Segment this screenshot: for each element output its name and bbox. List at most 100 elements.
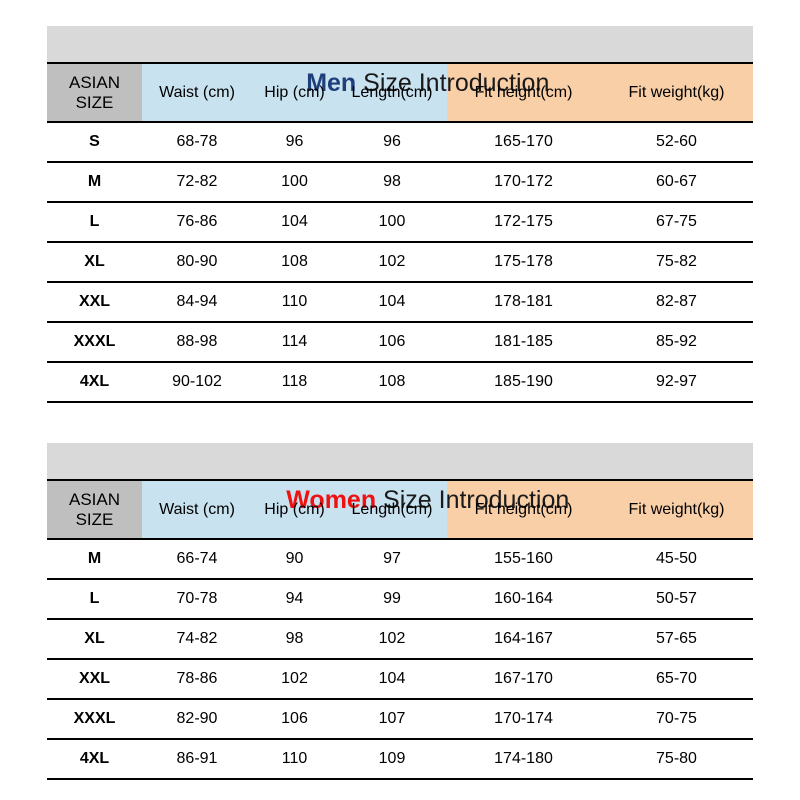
value-cell: 155-160: [447, 539, 600, 580]
value-cell: 114: [252, 322, 337, 363]
header-cell: Length(cm): [337, 481, 447, 540]
value-cell: 102: [337, 619, 447, 660]
size-cell: L: [47, 579, 142, 620]
value-cell: 75-80: [600, 739, 753, 780]
size-cell: XL: [47, 619, 142, 660]
value-cell: 104: [337, 282, 447, 323]
table-row: 4XL 86-91 110 109 174-180 75-80: [47, 739, 753, 780]
value-cell: 88-98: [142, 322, 252, 363]
size-cell: S: [47, 122, 142, 163]
value-cell: 102: [252, 659, 337, 700]
table-row: XL 80-90 108 102 175-178 75-82: [47, 242, 753, 283]
table-row: M 66-74 90 97 155-160 45-50: [47, 539, 753, 580]
value-cell: 78-86: [142, 659, 252, 700]
value-cell: 86-91: [142, 739, 252, 780]
value-cell: 68-78: [142, 122, 252, 163]
header-cell: Fit weight(kg): [600, 64, 753, 123]
value-cell: 110: [252, 282, 337, 323]
value-cell: 75-82: [600, 242, 753, 283]
value-cell: 181-185: [447, 322, 600, 363]
men-table-header: ASIAN SIZE Waist (cm) Hip (cm) Length(cm) Fi…: [47, 64, 753, 123]
value-cell: 104: [337, 659, 447, 700]
men-table-body: S 68-78 96 96 165-170 52-60 M 72-82 100 98 170-172…: [47, 122, 753, 403]
value-cell: 170-172: [447, 162, 600, 203]
value-cell: 100: [337, 202, 447, 243]
size-table-women: Women Size Introduction ASIAN SIZE Waist …: [47, 443, 753, 780]
value-cell: 118: [252, 362, 337, 403]
size-cell: M: [47, 539, 142, 580]
size-cell: XXXL: [47, 322, 142, 363]
value-cell: 50-57: [600, 579, 753, 620]
value-cell: 90-102: [142, 362, 252, 403]
value-cell: 167-170: [447, 659, 600, 700]
value-cell: 102: [337, 242, 447, 283]
men-table-title: Men Size Introduction: [47, 26, 753, 97]
value-cell: 67-75: [600, 202, 753, 243]
value-cell: 76-86: [142, 202, 252, 243]
value-cell: 174-180: [447, 739, 600, 780]
value-cell: 90: [252, 539, 337, 580]
header-cell: Fit height(cm): [447, 481, 600, 540]
value-cell: 164-167: [447, 619, 600, 660]
value-cell: 52-60: [600, 122, 753, 163]
value-cell: 60-67: [600, 162, 753, 203]
size-table-men: Men Size Introduction ASIAN SIZE Waist (c…: [47, 26, 753, 403]
women-size-table: ASIAN SIZE Waist (cm) Hip (cm) Length(cm) Fi…: [47, 481, 753, 780]
value-cell: 96: [337, 122, 447, 163]
value-cell: 110: [252, 739, 337, 780]
value-cell: 108: [337, 362, 447, 403]
value-cell: 85-92: [600, 322, 753, 363]
value-cell: 97: [337, 539, 447, 580]
value-cell: 82-90: [142, 699, 252, 740]
value-cell: 170-174: [447, 699, 600, 740]
value-cell: 66-74: [142, 539, 252, 580]
value-cell: 178-181: [447, 282, 600, 323]
header-cell-asian-size: ASIAN SIZE: [47, 481, 142, 540]
value-cell: 172-175: [447, 202, 600, 243]
value-cell: 106: [252, 699, 337, 740]
header-row: ASIAN SIZE Waist (cm) Hip (cm) Length(cm) Fi…: [47, 64, 753, 123]
value-cell: 108: [252, 242, 337, 283]
size-cell: XL: [47, 242, 142, 283]
size-cell: XXL: [47, 659, 142, 700]
header-cell: Fit weight(kg): [600, 481, 753, 540]
size-cell: M: [47, 162, 142, 203]
value-cell: 175-178: [447, 242, 600, 283]
header-row: ASIAN SIZE Waist (cm) Hip (cm) Length(cm) Fi…: [47, 481, 753, 540]
size-cell: 4XL: [47, 362, 142, 403]
size-cell: 4XL: [47, 739, 142, 780]
table-row: M 72-82 100 98 170-172 60-67: [47, 162, 753, 203]
value-cell: 70-78: [142, 579, 252, 620]
value-cell: 107: [337, 699, 447, 740]
value-cell: 104: [252, 202, 337, 243]
table-row: 4XL 90-102 118 108 185-190 92-97: [47, 362, 753, 403]
table-row: XXXL 88-98 114 106 181-185 85-92: [47, 322, 753, 363]
value-cell: 70-75: [600, 699, 753, 740]
header-cell: Hip (cm): [252, 64, 337, 123]
table-row: L 76-86 104 100 172-175 67-75: [47, 202, 753, 243]
value-cell: 100: [252, 162, 337, 203]
value-cell: 165-170: [447, 122, 600, 163]
size-cell: XXL: [47, 282, 142, 323]
value-cell: 82-87: [600, 282, 753, 323]
header-cell-asian-size: ASIAN SIZE: [47, 64, 142, 123]
men-size-table: ASIAN SIZE Waist (cm) Hip (cm) Length(cm) Fi…: [47, 64, 753, 403]
table-row: XXL 84-94 110 104 178-181 82-87: [47, 282, 753, 323]
value-cell: 57-65: [600, 619, 753, 660]
value-cell: 84-94: [142, 282, 252, 323]
value-cell: 80-90: [142, 242, 252, 283]
value-cell: 98: [337, 162, 447, 203]
size-cell: XXXL: [47, 699, 142, 740]
header-cell: Length(cm): [337, 64, 447, 123]
table-row: XXL 78-86 102 104 167-170 65-70: [47, 659, 753, 700]
women-table-header: ASIAN SIZE Waist (cm) Hip (cm) Length(cm) Fi…: [47, 481, 753, 540]
value-cell: 92-97: [600, 362, 753, 403]
header-cell: Hip (cm): [252, 481, 337, 540]
value-cell: 185-190: [447, 362, 600, 403]
header-cell: Waist (cm): [142, 64, 252, 123]
header-cell: Fit height(cm): [447, 64, 600, 123]
value-cell: 160-164: [447, 579, 600, 620]
size-cell: L: [47, 202, 142, 243]
value-cell: 65-70: [600, 659, 753, 700]
table-row: L 70-78 94 99 160-164 50-57: [47, 579, 753, 620]
